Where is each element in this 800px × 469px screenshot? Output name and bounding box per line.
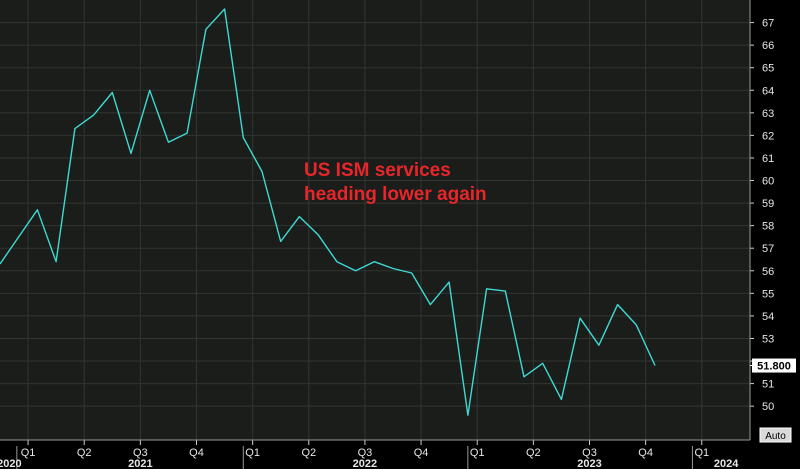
x-quarter-label: Q3 bbox=[133, 447, 148, 459]
x-quarter-label: Q2 bbox=[77, 447, 92, 459]
x-quarter-label: Q1 bbox=[245, 447, 260, 459]
y-tick-label: 61 bbox=[762, 153, 774, 165]
last-value-box bbox=[752, 358, 796, 373]
x-quarter-label: Q4 bbox=[414, 447, 429, 459]
x-year-label: 2021 bbox=[128, 458, 152, 469]
y-axis: 50 51 53 54 55 56 57 58 59 60 61 62 63 64 65 66 67 bbox=[749, 0, 774, 440]
x-year-label: 2024 bbox=[714, 458, 739, 469]
y-tick-label: 53 bbox=[762, 333, 774, 345]
y-tick-label: 54 bbox=[762, 311, 774, 323]
x-quarter-label: Q2 bbox=[526, 447, 541, 459]
x-year-label: 2022 bbox=[353, 458, 377, 469]
y-tick-label: 60 bbox=[762, 176, 774, 188]
plot-area bbox=[0, 0, 750, 440]
y-tick-label: 67 bbox=[762, 18, 774, 30]
auto-button-label[interactable]: Auto bbox=[765, 431, 786, 442]
y-tick-label: 59 bbox=[762, 198, 774, 210]
y-tick-label: 63 bbox=[762, 108, 774, 120]
last-value-label: 51.800 bbox=[757, 361, 791, 373]
x-year-label: 2023 bbox=[577, 458, 601, 469]
x-quarter-label: Q3 bbox=[582, 447, 597, 459]
y-tick-label: 51 bbox=[762, 379, 774, 391]
y-tick-label: 50 bbox=[762, 401, 774, 413]
y-tick-label: 65 bbox=[762, 63, 774, 75]
y-tick-label: 62 bbox=[762, 130, 774, 142]
x-quarter-label: Q1 bbox=[21, 447, 36, 459]
y-tick-label: 64 bbox=[762, 85, 774, 97]
y-tick-label: 66 bbox=[762, 40, 774, 52]
auto-button[interactable]: Auto bbox=[759, 427, 792, 443]
x-quarter-label: Q4 bbox=[189, 447, 204, 459]
annotation-line-1: US ISM services bbox=[304, 160, 451, 181]
y-tick-label: 55 bbox=[762, 288, 774, 300]
grid-lines bbox=[0, 0, 750, 440]
last-value-marker: 51.800 bbox=[750, 358, 796, 373]
series-layer bbox=[0, 8, 656, 416]
auto-button-bg[interactable] bbox=[759, 427, 792, 443]
x-quarter-label: Q1 bbox=[694, 447, 709, 459]
x-quarter-label: Q4 bbox=[638, 447, 653, 459]
annotation-line-2: heading lower again bbox=[304, 184, 487, 205]
y-tick-label: 57 bbox=[762, 243, 774, 255]
series-line bbox=[0, 8, 656, 416]
x-year-label: 2020 bbox=[0, 458, 22, 469]
y-tick-label: 58 bbox=[762, 221, 774, 233]
y-tick-label: 56 bbox=[762, 266, 774, 278]
x-quarter-label: Q3 bbox=[358, 447, 373, 459]
x-quarter-label: Q2 bbox=[301, 447, 316, 459]
x-quarter-label: Q1 bbox=[470, 447, 485, 459]
